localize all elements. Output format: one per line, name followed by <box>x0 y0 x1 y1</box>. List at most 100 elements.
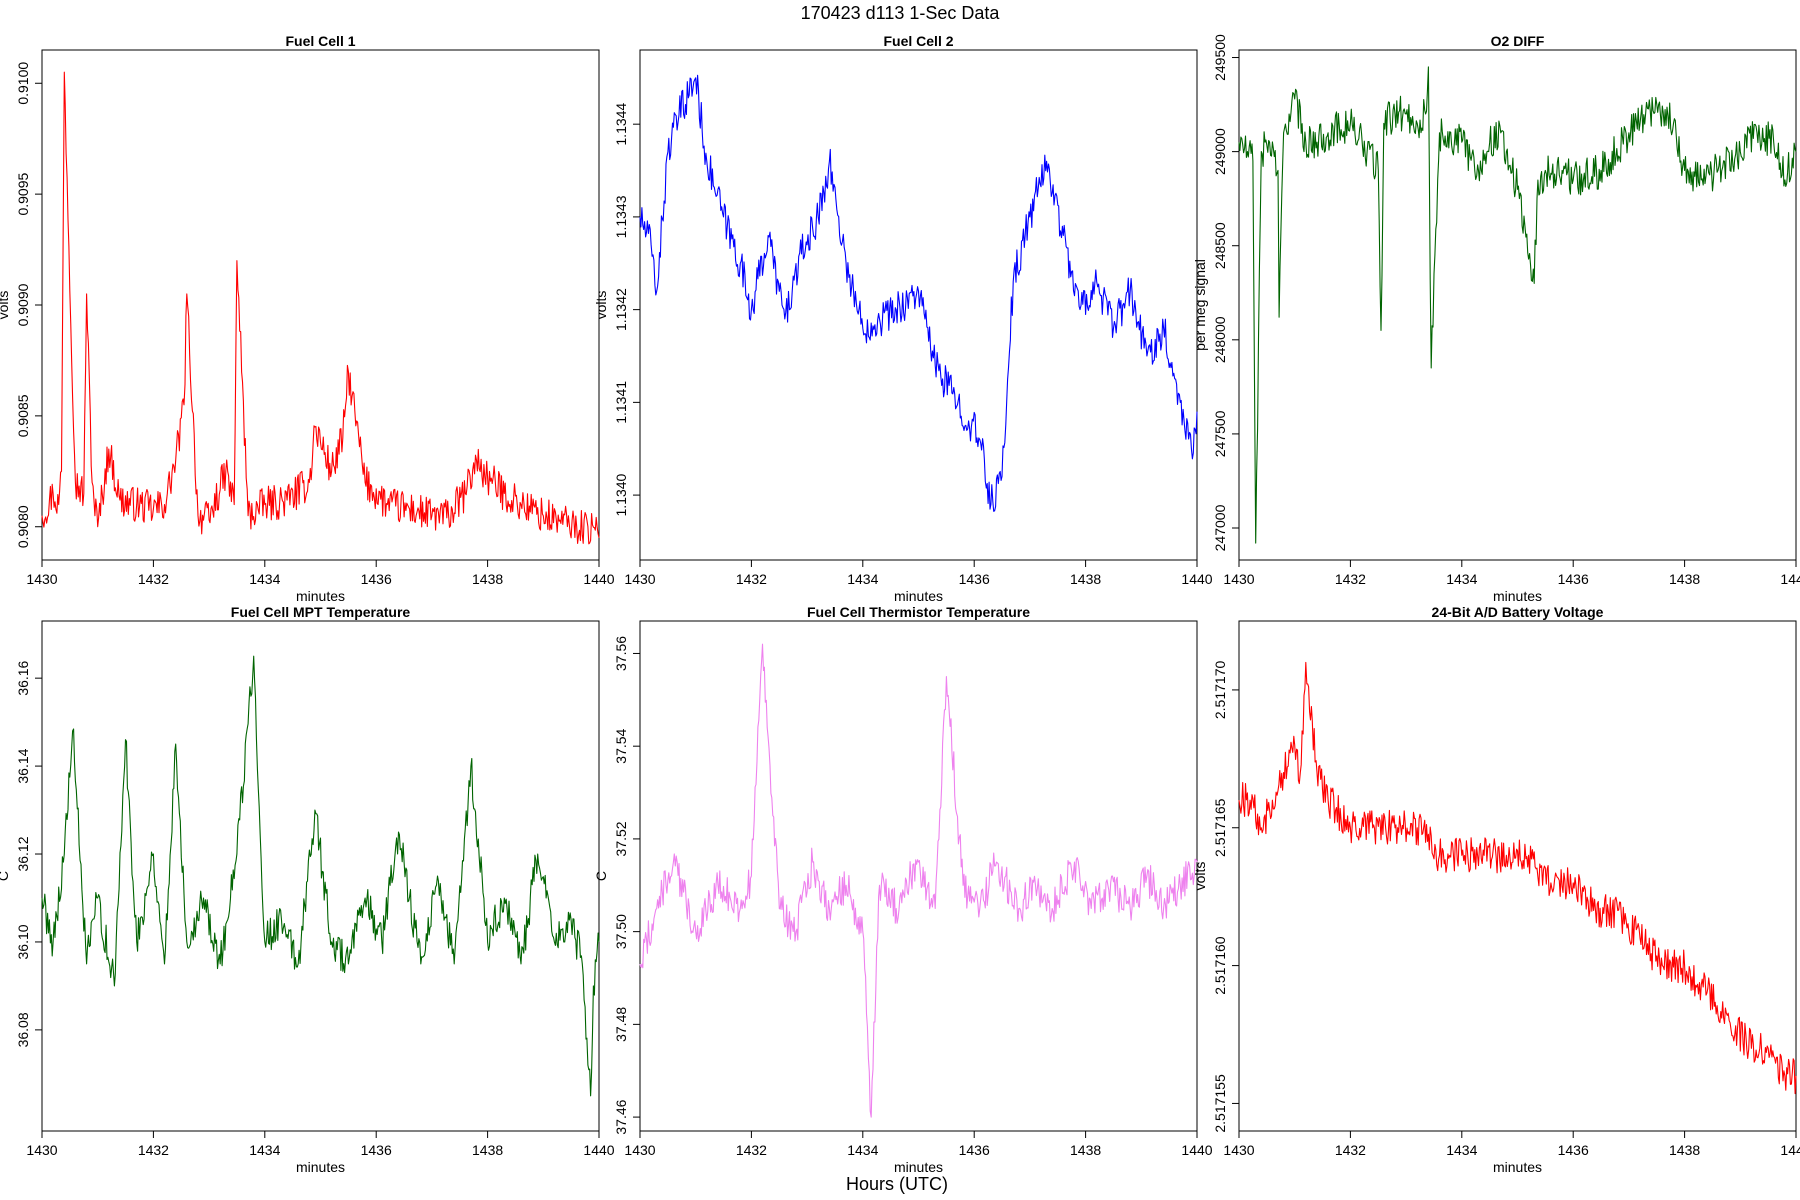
x-tick-label: 1440 <box>1780 571 1800 587</box>
x-tick-label: 1430 <box>624 1142 655 1158</box>
plot-frame <box>1238 49 1797 561</box>
plot-frame <box>639 620 1198 1132</box>
x-tick-label: 1430 <box>1223 571 1254 587</box>
chart-title: 24-Bit A/D Battery Voltage <box>1432 604 1604 620</box>
x-tick-label: 1430 <box>26 571 57 587</box>
x-tick-label: 1440 <box>1780 1142 1800 1158</box>
y-tick-label: 2.517165 <box>1212 798 1228 857</box>
chart-panel-2: Fuel Cell 2 1430 1432 1434 1436 1438 1440 1.134… <box>593 33 1213 604</box>
x-tick-label: 1430 <box>26 1142 57 1158</box>
y-tick-label: 37.46 <box>613 1099 629 1134</box>
y-tick-label: 1.1341 <box>613 381 629 424</box>
x-tick-label: 1440 <box>583 1142 614 1158</box>
series-line <box>41 71 600 545</box>
y-tick-label: 1.1344 <box>613 103 629 146</box>
y-tick-label: 0.9095 <box>15 173 31 216</box>
y-axis-label: volts <box>1192 862 1208 891</box>
x-tick-label: 1432 <box>1335 571 1366 587</box>
y-tick-label: 247500 <box>1212 410 1228 457</box>
x-tick-label: 1438 <box>1669 571 1700 587</box>
chart-title: Fuel Cell Thermistor Temperature <box>807 604 1030 620</box>
x-tick-label: 1438 <box>1070 1142 1101 1158</box>
x-tick-label: 1434 <box>1446 1142 1477 1158</box>
x-tick-label: 1434 <box>249 1142 280 1158</box>
y-axis-label: volts <box>0 291 11 320</box>
y-tick-label: 37.54 <box>613 728 629 763</box>
plot-frame <box>41 620 600 1132</box>
y-tick-label: 37.52 <box>613 821 629 856</box>
chart-title: Fuel Cell MPT Temperature <box>231 604 411 620</box>
y-tick-label: 1.1342 <box>613 288 629 331</box>
x-tick-label: 1440 <box>1181 1142 1212 1158</box>
figure-title: 170423 d113 1-Sec Data <box>801 3 1001 23</box>
series-line <box>41 655 600 1097</box>
x-tick-label: 1436 <box>959 571 990 587</box>
y-tick-label: 2.517160 <box>1212 936 1228 995</box>
chart-panel-1: Fuel Cell 1 1430 1432 1434 1436 1438 1440 0.908… <box>0 33 615 604</box>
x-tick-label: 1436 <box>361 571 392 587</box>
y-tick-label: 0.9085 <box>15 394 31 437</box>
x-tick-label: 1438 <box>1070 571 1101 587</box>
series-line <box>639 643 1198 1118</box>
series-line <box>1238 66 1797 544</box>
series-line <box>639 74 1198 512</box>
x-tick-label: 1440 <box>1181 571 1212 587</box>
chart-panel-6: 24-Bit A/D Battery Voltage 1430 1432 1434 14… <box>1192 604 1800 1175</box>
y-tick-label: 1.1340 <box>613 473 629 516</box>
x-tick-label: 1432 <box>1335 1142 1366 1158</box>
outer-x-axis-label: Hours (UTC) <box>846 1174 948 1194</box>
y-tick-label: 248000 <box>1212 316 1228 363</box>
y-tick-label: 249000 <box>1212 128 1228 175</box>
y-tick-label: 37.56 <box>613 636 629 671</box>
y-tick-label: 248500 <box>1212 222 1228 269</box>
y-tick-label: 0.9100 <box>15 62 31 105</box>
x-tick-label: 1436 <box>1558 571 1589 587</box>
x-tick-label: 1434 <box>847 1142 878 1158</box>
y-axis-label: C <box>0 871 11 881</box>
x-tick-label: 1438 <box>472 571 503 587</box>
y-axis-label: C <box>593 871 609 881</box>
y-axis-label: per meg signal <box>1192 259 1208 351</box>
x-axis-label: minutes <box>296 588 345 604</box>
x-axis-label: minutes <box>1493 588 1542 604</box>
x-axis-label: minutes <box>894 588 943 604</box>
chart-panel-5: Fuel Cell Thermistor Temperature 1430 1432… <box>593 604 1213 1175</box>
x-tick-label: 1438 <box>1669 1142 1700 1158</box>
chart-panels: Fuel Cell 1 1430 1432 1434 1436 1438 1440 0.908… <box>0 33 1800 1175</box>
y-tick-label: 1.1343 <box>613 195 629 238</box>
x-tick-label: 1432 <box>138 1142 169 1158</box>
x-tick-label: 1432 <box>736 571 767 587</box>
x-tick-label: 1432 <box>138 571 169 587</box>
series-line <box>1238 661 1797 1095</box>
chart-title: Fuel Cell 1 <box>285 33 355 49</box>
x-tick-label: 1430 <box>1223 1142 1254 1158</box>
x-tick-label: 1436 <box>959 1142 990 1158</box>
y-tick-label: 2.517170 <box>1212 661 1228 720</box>
y-tick-label: 36.12 <box>15 836 31 871</box>
x-tick-label: 1432 <box>736 1142 767 1158</box>
x-axis-label: minutes <box>1493 1159 1542 1175</box>
y-tick-label: 247000 <box>1212 504 1228 551</box>
x-tick-label: 1434 <box>249 571 280 587</box>
chart-title: O2 DIFF <box>1491 33 1545 49</box>
y-tick-label: 36.08 <box>15 1012 31 1047</box>
x-tick-label: 1434 <box>1446 571 1477 587</box>
x-axis-label: minutes <box>894 1159 943 1175</box>
x-tick-label: 1438 <box>472 1142 503 1158</box>
y-tick-label: 0.9090 <box>15 283 31 326</box>
y-tick-label: 36.14 <box>15 748 31 783</box>
x-tick-label: 1436 <box>1558 1142 1589 1158</box>
y-tick-label: 36.10 <box>15 924 31 959</box>
x-tick-label: 1440 <box>583 571 614 587</box>
plot-frame <box>41 49 600 561</box>
plot-frame <box>1238 620 1797 1132</box>
x-axis-label: minutes <box>296 1159 345 1175</box>
y-axis-label: volts <box>593 291 609 320</box>
x-tick-label: 1434 <box>847 571 878 587</box>
y-tick-label: 36.16 <box>15 660 31 695</box>
chart-panel-3: O2 DIFF 1430 1432 1434 1436 1438 1440 247000 247… <box>1192 33 1800 604</box>
plot-frame <box>639 49 1198 561</box>
chart-title: Fuel Cell 2 <box>883 33 953 49</box>
x-tick-label: 1430 <box>624 571 655 587</box>
